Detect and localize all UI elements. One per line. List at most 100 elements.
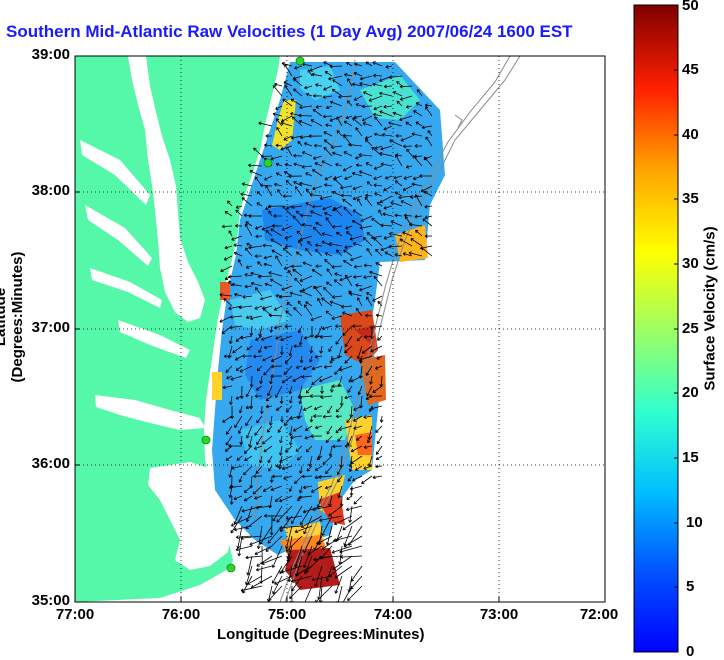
map-title: Southern Mid-Atlantic Raw Velocities (1 … bbox=[6, 22, 573, 41]
velocity-arrow bbox=[324, 485, 333, 490]
velocity-arrow bbox=[329, 385, 334, 393]
velocity-arrow bbox=[316, 455, 323, 461]
velocity-arrow bbox=[341, 311, 353, 317]
velocity-arrow bbox=[225, 435, 233, 446]
velocity-arrow bbox=[415, 102, 423, 107]
velocity-arrow bbox=[383, 125, 393, 131]
colorbar-ticks bbox=[674, 69, 678, 588]
velocity-arrow bbox=[268, 465, 273, 472]
velocity-arrow bbox=[320, 386, 324, 394]
velocity-arrow bbox=[305, 385, 313, 394]
velocity-arrow bbox=[300, 213, 313, 218]
velocity-arrow bbox=[422, 218, 433, 227]
velocity-arrow bbox=[379, 415, 384, 423]
velocity-arrow bbox=[384, 175, 393, 180]
velocity-arrow bbox=[269, 475, 274, 483]
velocity-arrow bbox=[345, 231, 353, 237]
velocity-arrow bbox=[267, 525, 283, 544]
velocity-arrow bbox=[360, 215, 373, 222]
velocity-arrow bbox=[298, 113, 313, 118]
velocity-arrow bbox=[280, 121, 293, 127]
velocity-arrow bbox=[322, 114, 333, 119]
velocity-arrow bbox=[268, 415, 273, 426]
velocity-arrow bbox=[373, 275, 383, 287]
velocity-arrow bbox=[366, 247, 373, 257]
velocity-arrow bbox=[405, 165, 413, 169]
velocity-arrow bbox=[296, 455, 303, 461]
velocity-arrow bbox=[322, 205, 333, 211]
velocity-arrow bbox=[421, 247, 433, 257]
velocity-arrow bbox=[265, 134, 272, 138]
velocity-arrow bbox=[290, 575, 313, 583]
velocity-arrow bbox=[351, 171, 363, 177]
velocity-arrow bbox=[325, 217, 333, 227]
velocity-arrow bbox=[254, 287, 263, 297]
velocity-arrow bbox=[399, 238, 413, 247]
colorbar-tick-label: 40 bbox=[682, 126, 699, 143]
velocity-arrow bbox=[374, 145, 383, 150]
velocity-arrow bbox=[395, 154, 403, 167]
velocity-arrow bbox=[226, 425, 233, 435]
velocity-arrow bbox=[405, 121, 413, 127]
velocity-arrow bbox=[281, 285, 293, 291]
velocity-arrow bbox=[309, 355, 313, 363]
velocity-arrow bbox=[357, 198, 363, 207]
velocity-arrow bbox=[234, 415, 243, 428]
velocity-arrow bbox=[363, 91, 373, 97]
velocity-arrow bbox=[235, 365, 243, 371]
velocity-arrow bbox=[352, 117, 363, 127]
velocity-arrow bbox=[344, 73, 353, 77]
velocity-arrow bbox=[359, 75, 373, 81]
velocity-arrow bbox=[324, 175, 333, 181]
velocity-arrow bbox=[359, 82, 373, 87]
velocity-arrow bbox=[347, 475, 353, 482]
velocity-arrow bbox=[359, 285, 373, 292]
velocity-arrow bbox=[283, 265, 293, 270]
velocity-arrow bbox=[350, 375, 363, 383]
velocity-arrow bbox=[398, 195, 413, 200]
velocity-arrow bbox=[314, 565, 323, 587]
velocity-arrow bbox=[246, 425, 253, 439]
velocity-arrow bbox=[413, 110, 423, 117]
velocity-arrow bbox=[292, 375, 303, 382]
velocity-arrow bbox=[331, 545, 353, 554]
velocity-arrow bbox=[281, 465, 293, 471]
velocity-arrow bbox=[222, 415, 233, 423]
velocity-arrow bbox=[341, 304, 353, 309]
velocity-arrow bbox=[294, 545, 303, 568]
velocity-arrow bbox=[323, 211, 333, 217]
x-tick-label: 75:00 bbox=[267, 606, 307, 623]
velocity-arrow bbox=[229, 325, 243, 330]
velocity-arrow bbox=[403, 175, 413, 180]
velocity-arrow bbox=[405, 105, 413, 109]
velocity-arrow bbox=[380, 223, 393, 228]
velocity-arrow bbox=[340, 555, 363, 559]
colorbar-tick-label: 15 bbox=[682, 449, 699, 466]
velocity-arrow bbox=[339, 365, 353, 372]
velocity-arrow bbox=[235, 205, 243, 209]
velocity-arrow bbox=[312, 204, 323, 209]
velocity-arrow bbox=[358, 152, 373, 157]
velocity-arrow bbox=[268, 313, 283, 318]
velocity-arrow bbox=[313, 405, 323, 411]
velocity-arrow bbox=[314, 249, 323, 257]
velocity-arrow bbox=[262, 355, 273, 362]
velocity-arrow bbox=[350, 255, 363, 262]
velocity-arrow bbox=[334, 324, 343, 329]
velocity-arrow bbox=[231, 465, 243, 470]
velocity-arrow bbox=[262, 485, 273, 492]
velocity-arrow bbox=[270, 364, 283, 369]
velocity-arrow bbox=[334, 565, 353, 579]
velocity-arrow bbox=[253, 474, 263, 479]
velocity-arrow bbox=[361, 345, 373, 354]
velocity-arrow bbox=[356, 435, 363, 441]
velocity-arrow bbox=[245, 415, 253, 427]
velocity-arrow bbox=[225, 365, 233, 373]
velocity-arrow bbox=[254, 545, 273, 555]
velocity-arrow bbox=[325, 465, 333, 475]
velocity-arrow bbox=[243, 485, 253, 493]
velocity-arrow bbox=[275, 464, 282, 468]
velocity-arrow bbox=[274, 325, 283, 330]
velocity-arrow bbox=[372, 475, 383, 480]
velocity-arrow bbox=[374, 132, 383, 137]
